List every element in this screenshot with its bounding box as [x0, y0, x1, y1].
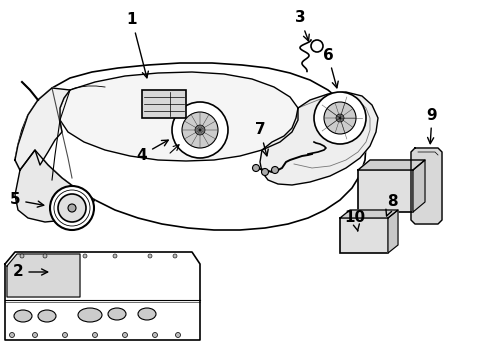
Text: 9: 9: [427, 108, 437, 144]
Ellipse shape: [38, 310, 56, 322]
Circle shape: [122, 333, 127, 338]
Circle shape: [9, 333, 15, 338]
Circle shape: [68, 204, 76, 212]
Polygon shape: [60, 72, 298, 161]
Text: 2: 2: [13, 265, 48, 279]
Polygon shape: [411, 148, 442, 224]
Polygon shape: [358, 160, 425, 170]
Text: 7: 7: [255, 122, 268, 156]
Circle shape: [63, 333, 68, 338]
Bar: [142, 90, 186, 118]
Circle shape: [20, 254, 24, 258]
Ellipse shape: [78, 308, 102, 322]
Circle shape: [93, 333, 98, 338]
Circle shape: [314, 92, 366, 144]
Text: 3: 3: [294, 10, 309, 41]
Text: 1: 1: [127, 13, 148, 78]
Circle shape: [152, 333, 157, 338]
Circle shape: [58, 194, 86, 222]
Polygon shape: [413, 160, 425, 212]
Text: 5: 5: [10, 193, 44, 207]
Polygon shape: [15, 63, 366, 230]
Text: 4: 4: [137, 140, 168, 162]
Bar: [340, 218, 388, 253]
Circle shape: [148, 254, 152, 258]
Bar: [358, 170, 413, 212]
Text: 10: 10: [344, 211, 366, 231]
Circle shape: [195, 125, 205, 135]
Circle shape: [50, 186, 94, 230]
Polygon shape: [15, 150, 95, 222]
Polygon shape: [388, 210, 398, 253]
Circle shape: [32, 333, 38, 338]
Circle shape: [175, 333, 180, 338]
Circle shape: [182, 112, 218, 148]
Circle shape: [172, 102, 228, 158]
Circle shape: [113, 254, 117, 258]
Text: 8: 8: [386, 194, 397, 216]
Polygon shape: [260, 92, 378, 185]
Circle shape: [43, 254, 47, 258]
Polygon shape: [5, 252, 200, 340]
Circle shape: [324, 102, 356, 134]
Polygon shape: [340, 210, 398, 218]
Circle shape: [252, 165, 260, 171]
Circle shape: [262, 168, 269, 175]
Circle shape: [83, 254, 87, 258]
Text: 6: 6: [322, 48, 338, 88]
Circle shape: [311, 40, 323, 52]
Circle shape: [173, 254, 177, 258]
Polygon shape: [15, 88, 70, 170]
Ellipse shape: [138, 308, 156, 320]
Ellipse shape: [14, 310, 32, 322]
Ellipse shape: [108, 308, 126, 320]
Polygon shape: [7, 254, 80, 297]
Circle shape: [271, 166, 278, 174]
Circle shape: [336, 114, 344, 122]
